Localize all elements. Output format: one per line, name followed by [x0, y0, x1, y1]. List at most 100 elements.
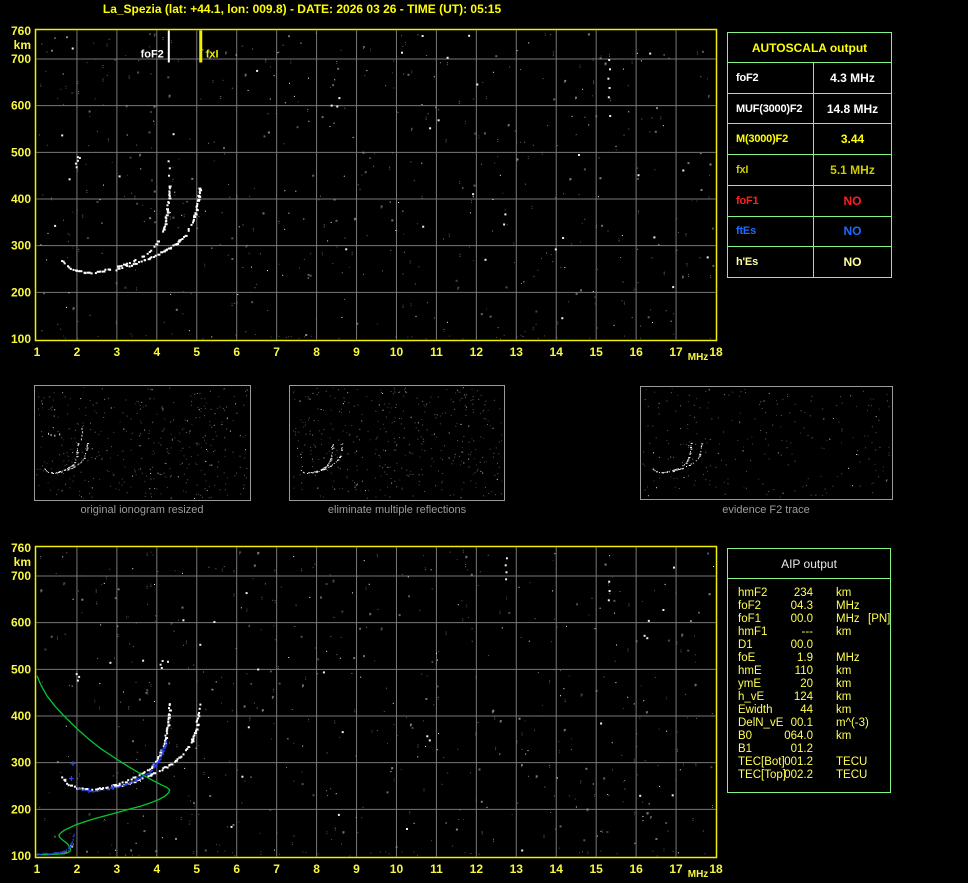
parameter-name: foF1 [728, 185, 814, 216]
grid-lines [36, 30, 716, 340]
thumbnail-caption-2: eliminate multiple reflections [327, 504, 467, 516]
axis-tick-label: 17 [669, 345, 683, 359]
aip-value: 04.3 [790, 600, 813, 612]
aip-row-d1: D1 00.0 [728, 639, 890, 652]
thumbnail-caption-3: evidence F2 trace [722, 504, 810, 516]
autoscala-row-fxi: fxI 5.1 MHz [728, 155, 891, 186]
aip-row-foe: foE 1.9 MHz [728, 652, 890, 665]
axis-tick-label: 12 [470, 345, 484, 359]
parameter-value: 5.1 MHz [830, 163, 875, 178]
aip-unit: km [836, 626, 852, 638]
aip-unit: MHz [836, 600, 860, 612]
aip-label: DelN_vE [738, 717, 784, 729]
trace-layer [36, 675, 202, 856]
aip-unit: km [836, 730, 852, 742]
aip-unit: TECU [836, 769, 868, 781]
axis-tick-label: 13 [510, 345, 524, 359]
plot-border [34, 28, 718, 342]
aip-row-b0: B0 064.0 km [728, 730, 890, 743]
parameter-name: foF2 [728, 63, 814, 93]
aip-label: Ewidth [738, 704, 773, 716]
aip-row-hme: hmE 110 km [728, 665, 890, 678]
axis-tick-label: 7 [273, 862, 280, 876]
axis-tick-label: 16 [629, 862, 643, 876]
thumbnail-2 [289, 385, 505, 501]
aip-row-hve: h_vE 124 km [728, 691, 890, 704]
aip-note: [PN] [868, 613, 891, 625]
aip-value: 44 [800, 704, 813, 716]
axis-tick-label: 15 [589, 345, 603, 359]
aip-value: 110 [794, 665, 813, 677]
aip-row-delnve: DelN_vE 00.1 m^(-3) [728, 717, 890, 730]
axis-tick-label: 100 [11, 332, 31, 346]
noise-dots [39, 549, 715, 857]
axis-tick-label: 14 [550, 862, 564, 876]
autoscala-row-ftes: ftEs NO [728, 216, 891, 248]
aip-row-ewidth: Ewidth 44 km [728, 704, 890, 717]
parameter-value: NO [843, 224, 862, 239]
axis-tick-label: 10 [390, 862, 404, 876]
aip-value: 064.0 [784, 730, 813, 742]
axis-tick-label: 13 [510, 862, 524, 876]
axis-tick-label: 3 [114, 862, 121, 876]
station-title: La_Spezia (lat: +44.1, lon: 009.8) - DAT… [102, 2, 502, 16]
axis-tick-label: 400 [11, 192, 31, 206]
aip-unit: TECU [836, 756, 868, 768]
axis-tick-label: 11 [430, 345, 443, 359]
thumbnail-caption-1: original ionogram resized [80, 504, 204, 516]
aip-unit: km [836, 704, 852, 716]
grid-lines [36, 547, 716, 857]
axis-tick-label: 5 [193, 345, 200, 359]
axis-tick-label: 8 [313, 345, 320, 359]
aip-unit: km [836, 691, 852, 703]
axis-tick-label: km [14, 38, 31, 52]
aip-label: hmE [738, 665, 762, 677]
axis-tick-label: MHz [688, 869, 709, 880]
parameter-name: M(3000)F2 [728, 124, 814, 155]
axis-tick-label: 760 [11, 24, 31, 38]
aip-value: --- [801, 626, 814, 638]
axis-tick-label: 4 [153, 862, 160, 876]
axis-tick-label: 760 [11, 541, 31, 555]
axis-tick-label: 5 [193, 862, 200, 876]
aip-row-yme: ymE 20 km [728, 678, 890, 691]
autoscala-row-m3000f2: M(3000)F2 3.44 [728, 124, 891, 156]
aip-label: foF1 [738, 613, 762, 625]
aip-unit: MHz [836, 613, 860, 625]
parameter-value: NO [843, 255, 862, 270]
aip-unit: km [836, 665, 852, 677]
autoscala-row-hes: h'Es NO [728, 247, 891, 278]
aip-row-fof1: foF1 00.0 MHz [PN] [728, 613, 890, 626]
axis-tick-label: 200 [11, 285, 31, 299]
aip-row-b1: B1 01.2 [728, 743, 890, 756]
aip-value: 1.9 [797, 652, 813, 664]
axis-tick-label: 4 [153, 345, 160, 359]
aip-label: TEC[Bot] [738, 756, 785, 768]
axis-tick-label: 700 [11, 569, 31, 583]
axis-tick-label: 700 [11, 52, 31, 66]
axis-tick-label: 2 [74, 345, 81, 359]
aip-unit: m^(-3) [836, 717, 869, 729]
thumbnail-3 [640, 386, 893, 500]
axis-tick-label: 9 [353, 862, 360, 876]
aip-label: B1 [738, 743, 753, 755]
aip-value: 00.1 [790, 717, 813, 729]
fxI-marker-label: fxI [206, 49, 219, 61]
aip-value: 01.2 [790, 743, 813, 755]
aip-row-hmf1: hmF1 --- km [728, 626, 890, 639]
axis-tick-label: 11 [430, 862, 443, 876]
parameter-value: 14.8 MHz [826, 101, 879, 116]
aip-label: D1 [738, 639, 753, 651]
autoscala-table-rows: foF2 4.3 MHz MUF(3000)F2 14.8 MHz M(3000)F2 3… [728, 63, 891, 278]
axis-tick-label: 12 [470, 862, 484, 876]
axis-tick-label: 500 [11, 662, 31, 676]
aip-table-header: AIP output [728, 549, 890, 579]
plot-border [34, 545, 718, 859]
parameter-name: fxI [728, 155, 814, 185]
aip-label: foE [738, 652, 756, 664]
